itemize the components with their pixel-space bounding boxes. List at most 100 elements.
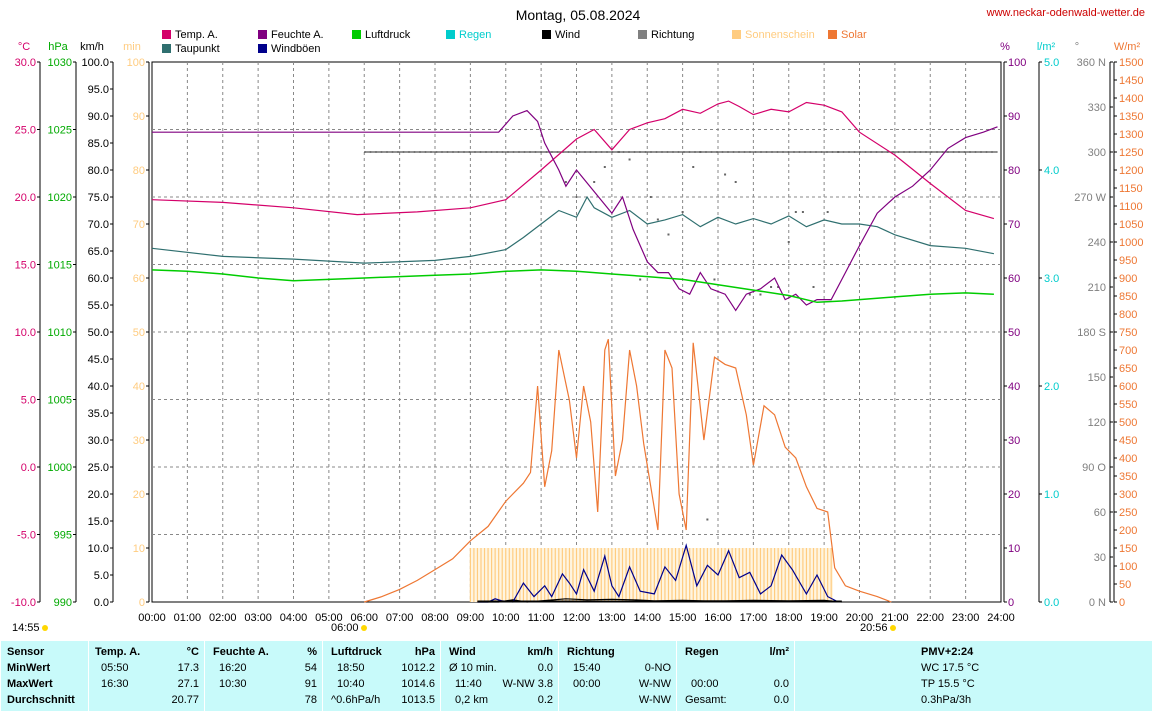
legend-label-5: Regen (459, 29, 491, 41)
unit-temp: °C (18, 41, 30, 53)
axis-label-rain-0: 5.0 (1044, 57, 1059, 69)
series-pressure (151, 269, 994, 304)
x-tick-13: 13:00 (598, 612, 626, 624)
stats-max-rain-time: 00:00 (691, 678, 719, 690)
now-sun-icon (42, 625, 48, 631)
axis-label-solar-28: 100 (1119, 561, 1137, 573)
direction-point-0 (564, 181, 567, 183)
x-tick-24: 24:00 (987, 612, 1015, 624)
unit-rain: l/m² (1037, 41, 1056, 53)
axis-label-solar-0: 1500 (1119, 57, 1143, 69)
website-link[interactable]: www.neckar-odenwald-wetter.de (986, 7, 1145, 19)
stats-col-dir: Richtung 15:40 0-NO 00:00 W-NW W-NW (558, 641, 677, 711)
axis-label-solar-16: 700 (1119, 345, 1137, 357)
stats-col-temp: Temp. A. °C 05:50 17.3 16:30 27.1 20.77 (88, 641, 205, 711)
axis-label-pressure-7: 995 (54, 530, 72, 542)
axis-label-sunshine-5: 50 (133, 327, 145, 339)
axis-label-wind-8: 60.0 (88, 273, 109, 285)
unit-wind: km/h (80, 41, 104, 53)
axis-label-pressure-4: 1010 (48, 327, 72, 339)
direction-point-15 (724, 173, 727, 176)
stats-avg-press: 1013.5 (401, 694, 435, 706)
direction-point-24 (812, 286, 815, 288)
axis-label-solar-8: 1100 (1119, 201, 1143, 213)
stats-avg-temp: 20.77 (171, 694, 199, 706)
stats-header-dir: Richtung (567, 646, 615, 658)
axis-label-wind-13: 35.0 (88, 408, 109, 420)
direction-point-22 (794, 211, 797, 213)
axis-label-solar-29: 50 (1119, 579, 1131, 591)
legend-swatch-4 (352, 30, 361, 39)
axis-label-sunshine-9: 10 (133, 543, 145, 555)
axis-label-dir-11: 30 (1094, 552, 1106, 564)
stats-min-hum-time: 16:20 (219, 662, 247, 674)
axis-label-dir-9: 90 O (1082, 462, 1106, 474)
axis-label-solar-27: 150 (1119, 543, 1137, 555)
stats-avg-wind-km: 0,2 km (455, 694, 489, 706)
stats-max-temp-time: 16:30 (101, 678, 129, 690)
x-tick-18: 18:00 (775, 612, 803, 624)
direction-point-26 (837, 151, 840, 153)
legend-label-4: Luftdruck (365, 29, 411, 41)
axis-label-wind-10: 50.0 (88, 327, 109, 339)
direction-point-18 (759, 293, 762, 296)
axis-label-hum-8: 20 (1008, 489, 1020, 501)
axis-label-wind-6: 70.0 (88, 219, 109, 231)
x-tick-7: 07:00 (386, 612, 414, 624)
direction-point-20 (777, 286, 780, 288)
legend-swatch-1 (162, 44, 171, 53)
axis-label-temp-8: -10.0 (11, 597, 36, 609)
series-gust (477, 543, 839, 603)
axis-label-wind-9: 55.0 (88, 300, 109, 312)
axis-label-solar-19: 550 (1119, 399, 1137, 411)
axis-label-temp-5: 5.0 (21, 395, 36, 407)
axis-label-pressure-3: 1015 (48, 260, 72, 272)
stats-avg-label: Durchschnitt (7, 694, 75, 706)
axis-label-solar-26: 200 (1119, 525, 1137, 537)
axis-label-wind-11: 45.0 (88, 354, 109, 366)
axis-label-hum-1: 90 (1008, 111, 1020, 123)
axis-label-dir-4: 240 (1088, 237, 1106, 249)
series-temp (151, 100, 995, 220)
legend-swatch-9 (828, 30, 837, 39)
x-tick-20: 20:00 (846, 612, 874, 624)
axis-label-solar-24: 300 (1119, 489, 1137, 501)
x-tick-17: 17:00 (740, 612, 768, 624)
axis-label-temp-4: 10.0 (15, 327, 36, 339)
axis-label-solar-5: 1250 (1119, 147, 1143, 159)
axis-label-rain-4: 1.0 (1044, 489, 1059, 501)
stats-header-hum-unit: % (307, 646, 317, 658)
weather-chart: Montag, 05.08.2024 www.neckar-odenwald-w… (11, 7, 1145, 634)
stats-header-pmv: PMV+2:24 (921, 646, 974, 658)
direction-point-1 (575, 196, 578, 198)
stats-max-hum: 91 (304, 678, 317, 690)
axis-label-pressure-8: 990 (54, 597, 72, 609)
axis-label-sunshine-0: 100 (127, 57, 145, 69)
stats-table: Sensor MinWert MaxWert Durchschnitt Temp… (0, 641, 1152, 711)
direction-point-6 (639, 278, 642, 281)
direction-point-23 (801, 211, 804, 213)
stats-header-rain: Regen (685, 646, 719, 658)
x-tick-1: 01:00 (174, 612, 202, 624)
axis-label-solar-10: 1000 (1119, 237, 1143, 249)
axis-label-sunshine-3: 70 (133, 219, 145, 231)
stats-min-press-time: 18:50 (337, 662, 365, 674)
stats-max-dir: W-NW (638, 678, 671, 690)
stats-avg-hum: 78 (304, 694, 317, 706)
legend: Temp. A. Taupunkt Feuchte A. Windböen Luftdr… (162, 29, 867, 55)
stats-min-hum: 54 (304, 662, 317, 674)
direction-point-10 (681, 211, 684, 213)
direction-point-3 (603, 166, 606, 168)
stats-avg-dir: W-NW (638, 694, 671, 706)
legend-label-9: Solar (841, 29, 867, 41)
axis-label-temp-7: -5.0 (17, 530, 36, 542)
stats-avg-press-trend: ^0.6hPa/h (331, 694, 381, 706)
stats-col-pmv: PMV+2:24 WC 17.5 °C TP 15.5 °C 0.3hPa/3h (794, 641, 1152, 711)
label-sunset: 20:56 (860, 622, 888, 634)
stats-min-press: 1012.2 (401, 662, 435, 674)
direction-point-7 (649, 196, 652, 198)
direction-point-25 (826, 211, 829, 213)
direction-point-14 (713, 278, 716, 281)
direction-point-4 (617, 151, 620, 153)
axis-label-wind-15: 25.0 (88, 462, 109, 474)
